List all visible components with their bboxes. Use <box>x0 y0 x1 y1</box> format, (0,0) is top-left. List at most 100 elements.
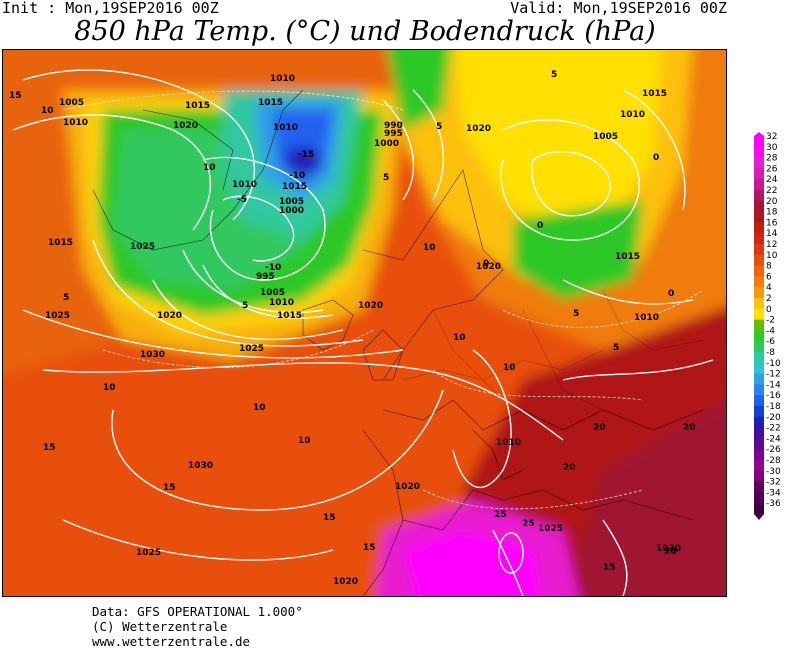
temp-label: 15 <box>323 513 336 523</box>
colorbar-swatch <box>754 460 764 472</box>
isotherm-lines <box>62 90 704 510</box>
colorbar-label: 20 <box>766 197 778 207</box>
colorbar-swatch <box>754 438 764 450</box>
temp-label: 5 <box>573 309 579 319</box>
isobar-label: 1010 <box>63 118 88 128</box>
isobar-label: 1015 <box>282 182 307 192</box>
temp-label: 5 <box>242 301 248 311</box>
colorbar-swatch <box>754 362 764 374</box>
isobar-label: 1010 <box>232 180 257 190</box>
isobar-label: 1005 <box>59 98 84 108</box>
isobar-label: 1030 <box>140 350 165 360</box>
colorbar-swatch <box>754 406 764 418</box>
isobar-label: 1020 <box>466 124 491 134</box>
temp-label: 15 <box>603 563 616 573</box>
colorbar-label: 16 <box>766 218 778 228</box>
credits: Data: GFS OPERATIONAL 1.000° (C) Wetterze… <box>92 604 303 649</box>
colorbar-label: 4 <box>766 283 772 293</box>
colorbar-label: 6 <box>766 272 772 282</box>
credit-website: www.wetterzentrale.de <box>92 634 251 649</box>
colorbar-swatch <box>754 416 764 428</box>
isobar-label: 990 <box>384 121 403 131</box>
colorbar-label: -2 <box>766 316 775 326</box>
colorbar-label: -24 <box>766 434 781 444</box>
colorbar-label: 14 <box>766 229 778 239</box>
colorbar-swatch <box>754 222 764 234</box>
colorbar-label: -26 <box>766 445 781 455</box>
isobar-label: 1015 <box>185 101 210 111</box>
temp-label: 15 <box>163 483 176 493</box>
colorbar-swatch <box>754 503 764 515</box>
colorbar-label: 26 <box>766 164 778 174</box>
isobar-label: 1015 <box>277 311 302 321</box>
colorbar-swatch <box>754 233 764 245</box>
isobar-label: 1000 <box>279 206 304 216</box>
colorbar-swatch <box>754 136 764 148</box>
colorbar-swatch <box>754 287 764 299</box>
colorbar-label: 32 <box>766 132 777 142</box>
colorbar-swatch <box>754 352 764 364</box>
isobar-label: 1020 <box>395 482 420 492</box>
colorbar-swatch <box>754 384 764 396</box>
colorbar-label: -20 <box>766 413 781 423</box>
colorbar-swatch <box>754 395 764 407</box>
temp-label: -10 <box>289 171 305 181</box>
colorbar-swatch <box>754 427 764 439</box>
colorbar-label: -12 <box>766 370 781 380</box>
colorbar-label: 2 <box>766 294 772 304</box>
colorbar-label: -14 <box>766 380 781 390</box>
colorbar-label: 8 <box>766 262 772 272</box>
colorbar-label: -6 <box>766 337 775 347</box>
temp-label: 0 <box>537 221 543 231</box>
isobar-label: 1025 <box>538 524 563 534</box>
isobar-lines <box>12 69 714 596</box>
colorbar-label: 12 <box>766 240 777 250</box>
colorbar-swatch <box>754 276 764 288</box>
colorbar-label: 28 <box>766 154 778 164</box>
temperature-field <box>3 50 726 596</box>
temp-label: 0 <box>668 289 674 299</box>
temp-label: 10 <box>41 106 54 116</box>
isobar-label: 1030 <box>188 461 213 471</box>
credit-data-source: Data: GFS OPERATIONAL 1.000° <box>92 604 303 619</box>
colorbar-label: -28 <box>766 456 781 466</box>
colorbar-label: 24 <box>766 175 778 185</box>
temp-label: 0 <box>483 259 489 269</box>
isobar-label: 1020 <box>157 311 182 321</box>
isobar-label: 1015 <box>48 238 73 248</box>
colorbar-label: -16 <box>766 391 781 401</box>
temp-label: 5 <box>383 173 389 183</box>
temp-label: 20 <box>563 463 576 473</box>
temp-label: -10 <box>265 263 281 273</box>
colorbar-label: -30 <box>766 467 781 477</box>
isobar-label: 1010 <box>269 298 294 308</box>
colorbar-swatch <box>754 298 764 310</box>
colorbar-label: 18 <box>766 208 778 218</box>
temp-label: 5 <box>613 343 619 353</box>
temp-label: 10 <box>203 163 216 173</box>
temp-label: 25 <box>522 519 535 529</box>
colorbar-swatch <box>754 481 764 493</box>
colorbar-label: 30 <box>766 143 778 153</box>
country-borders <box>402 289 704 411</box>
colorbar-swatch <box>754 211 764 223</box>
colorbar-swatch <box>754 470 764 482</box>
temp-label: 5 <box>436 122 442 132</box>
isobar-label: 1005 <box>260 288 285 298</box>
colorbar-swatch <box>754 179 764 191</box>
colorbar-label: -8 <box>766 348 775 358</box>
colorbar-label: -10 <box>766 359 781 369</box>
isobar-label: 1010 <box>620 110 645 120</box>
isobar-label: 1010 <box>634 313 659 323</box>
colorbar-swatch <box>754 319 764 331</box>
colorbar-label: 10 <box>766 251 778 261</box>
isobar-labels: 1005 1010 1015 1020 1010 1015 1010 990 9… <box>45 74 681 587</box>
isobar-label: 1030 <box>656 544 681 554</box>
temp-label: 20 <box>683 423 696 433</box>
colorbar-swatch <box>754 492 764 504</box>
colorbar-swatch <box>754 330 764 342</box>
colorbar-label: -22 <box>766 424 781 434</box>
isobar-label: 1020 <box>358 301 383 311</box>
isobar-label: 1025 <box>136 548 161 558</box>
isobar-label: 1015 <box>258 98 283 108</box>
